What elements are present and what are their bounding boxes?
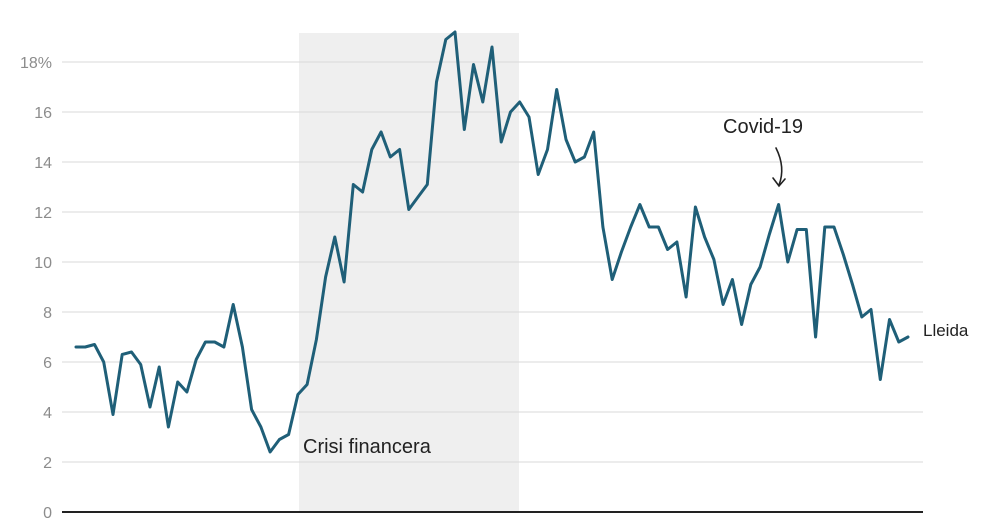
y-tick-label: 4 xyxy=(43,405,52,422)
y-tick-label: 14 xyxy=(34,155,52,172)
y-tick-label: 10 xyxy=(34,255,52,272)
y-tick-label: 0 xyxy=(43,505,52,522)
crisis-annotation-label: Crisi financera xyxy=(303,436,432,458)
series-line-lleida xyxy=(74,30,910,454)
crisis-shaded-region xyxy=(299,33,519,512)
y-tick-label: 8 xyxy=(43,305,52,322)
y-tick-label: 16 xyxy=(34,105,52,122)
covid-annotation-label: Covid-19 xyxy=(723,116,803,138)
y-axis-tick-labels: 0 2 4 6 8 10 12 14 16 18% xyxy=(20,55,52,522)
y-tick-label: 18% xyxy=(20,55,52,72)
y-tick-label: 12 xyxy=(34,205,52,222)
series-label-lleida: Lleida xyxy=(923,321,969,340)
y-tick-label: 2 xyxy=(43,455,52,472)
gridlines xyxy=(62,61,923,463)
y-tick-label: 6 xyxy=(43,355,52,372)
covid-arrow-icon xyxy=(772,147,786,188)
